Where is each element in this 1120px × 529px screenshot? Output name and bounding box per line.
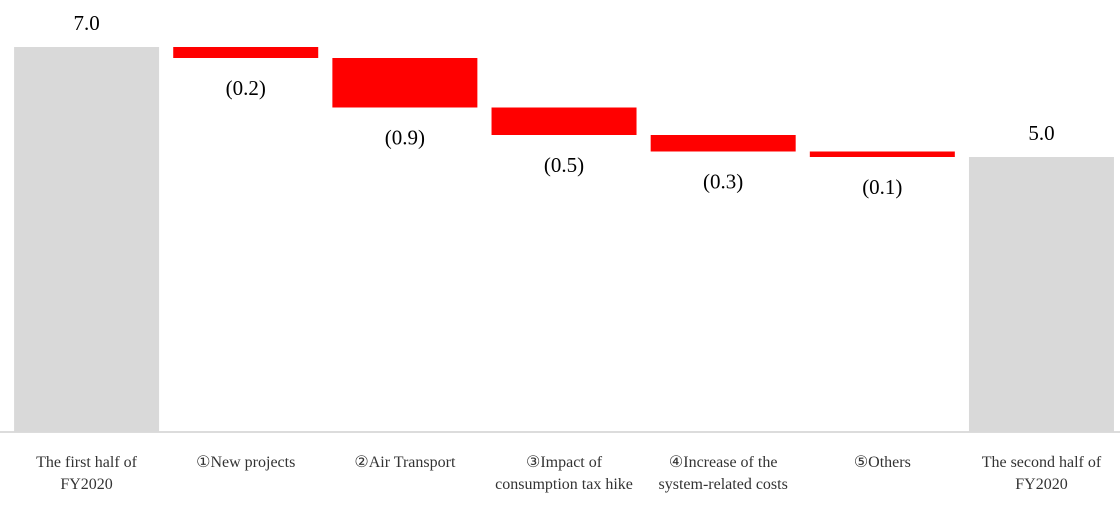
x-tick-label: The second half of FY2020 <box>981 454 1102 493</box>
x-tick-label: ②Air Transport <box>354 454 456 471</box>
value-label: (0.3) <box>703 169 743 193</box>
decrease-bar <box>173 47 319 58</box>
total-bar <box>14 47 160 432</box>
decrease-bar <box>332 58 478 108</box>
value-label: (0.9) <box>385 125 425 149</box>
value-label: (0.5) <box>544 153 584 177</box>
value-label: (0.2) <box>226 76 266 100</box>
decrease-bar <box>809 151 955 157</box>
value-label: 7.0 <box>73 11 99 35</box>
x-tick-label: ④Increase of the system-related costs <box>658 454 788 493</box>
x-tick-label: ③Impact of consumption tax hike <box>495 454 633 493</box>
value-label: 5.0 <box>1028 121 1054 145</box>
x-tick-label: The first half of FY2020 <box>36 454 137 493</box>
x-tick-label: ①New projects <box>196 454 296 471</box>
total-bar <box>968 157 1114 432</box>
value-label: (0.1) <box>862 175 902 199</box>
x-tick-label: ⑤Others <box>853 454 911 471</box>
decrease-bar <box>491 107 637 135</box>
decrease-bar <box>650 135 796 152</box>
